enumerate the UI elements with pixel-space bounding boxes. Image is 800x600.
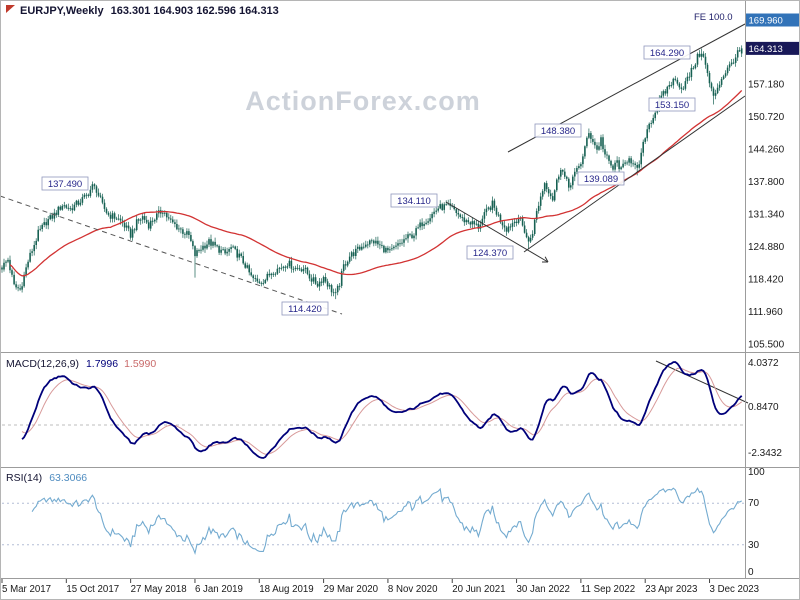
macd-main-value: 1.7996: [86, 358, 118, 370]
channel-support-line: [523, 95, 746, 253]
x-axis-label: 30 Jan 2022: [517, 584, 570, 595]
price-annotation-label: 137.490: [48, 179, 82, 190]
chart-logo-icon: [6, 5, 15, 13]
x-axis-label: 29 Mar 2020: [324, 584, 379, 595]
rsi-axis-label: 30: [748, 540, 760, 551]
price-annotation-label: 153.150: [655, 100, 689, 111]
price-annotation-box: [643, 45, 691, 60]
x-axis-label: 6 Jan 2019: [195, 584, 243, 595]
macd-axis-label: -2.3432: [748, 448, 782, 459]
axes-layer: 157.180 150.720 144.260 137.800 131.340 124.8…: [1, 80, 785, 595]
descending-dashed-trendline: [0, 195, 343, 315]
y-axis-label: 124.880: [748, 242, 785, 253]
macd-indicator-label: MACD(12,26,9) 1.7996 1.5990: [6, 358, 156, 370]
candle-bodies: [1, 48, 743, 294]
x-axis-label: 5 Mar 2017: [2, 584, 51, 595]
arrowhead: [544, 256, 549, 263]
macd-axis-label: 0.8470: [748, 402, 779, 413]
price-annotation-label: 139.089: [584, 174, 618, 185]
y-axis-label: 105.500: [748, 339, 785, 350]
rsi-panel: [2, 487, 744, 555]
x-axis-label: 20 Jun 2021: [452, 584, 505, 595]
macd-signal-line: [21, 367, 742, 455]
macd-divergence-line: [655, 360, 749, 404]
x-axis-label: 18 Aug 2019: [259, 584, 313, 595]
price-badge: [745, 41, 800, 55]
x-axis-label: 3 Dec 2023: [710, 584, 760, 595]
y-axis-label: 157.180: [748, 80, 785, 91]
x-axis-label: 27 May 2018: [131, 584, 187, 595]
price-annotation-box: [648, 97, 696, 112]
price-annotation-label: 114.420: [288, 304, 322, 315]
annotations-layer: 137.490 114.420 134.110 124.370 148.380 139.0…: [41, 45, 696, 316]
x-axis-label: 15 Oct 2017: [66, 584, 119, 595]
price-annotation-label: 148.380: [541, 126, 575, 137]
y-axis-label: 118.420: [748, 275, 784, 286]
rsi-axis-label: 0: [748, 567, 754, 578]
price-annotation-box: [390, 193, 438, 208]
price-annotation-box: [577, 171, 625, 186]
price-badge-label: 169.960: [749, 16, 783, 27]
y-axis-label: 144.260: [748, 145, 785, 156]
symbol-timeframe-label: EURJPY,Weekly: [20, 5, 104, 17]
rsi-line: [31, 487, 742, 555]
corrective-trendline: [445, 201, 549, 263]
x-axis-label: 8 Nov 2020: [388, 584, 438, 595]
macd-axis-label: 4.0372: [748, 358, 779, 369]
x-axis-label: 23 Apr 2023: [645, 584, 697, 595]
ohlc-values: 163.301 164.903 162.596 164.313: [111, 5, 279, 17]
price-annotation-label: 164.290: [650, 48, 684, 59]
macd-signal-value: 1.5990: [124, 358, 156, 370]
price-annotation-box: [281, 301, 329, 316]
price-annotation-box: [41, 176, 89, 191]
price-annotation-label: 134.110: [397, 196, 431, 207]
x-axis-label: 11 Sep 2022: [581, 584, 635, 595]
price-annotation-label: 124.370: [473, 248, 507, 259]
macd-panel: [2, 360, 749, 459]
price-annotation-box: [466, 245, 514, 260]
rsi-indicator-label: RSI(14) 63.3066: [6, 472, 87, 484]
y-axis-label: 111.960: [748, 307, 783, 318]
rsi-axis-label: 100: [748, 467, 765, 478]
price-annotation-box: [534, 123, 582, 138]
y-axis-label: 150.720: [748, 112, 785, 123]
rsi-axis-label: 70: [748, 498, 760, 509]
chart-title: EURJPY,Weekly 163.301 164.903 162.596 164…: [20, 5, 279, 17]
price-badge: [745, 13, 800, 27]
y-axis-label: 131.340: [748, 210, 785, 221]
price-badge-label: 164.313: [749, 44, 783, 55]
rsi-value: 63.3066: [49, 472, 87, 484]
axis-badges-layer: 169.960 164.313: [745, 13, 800, 55]
fibonacci-extension-label: FE 100.0: [694, 12, 733, 23]
watermark: ActionForex.com: [245, 86, 481, 116]
macd-main-line: [21, 361, 743, 459]
y-axis-label: 137.800: [748, 177, 785, 188]
